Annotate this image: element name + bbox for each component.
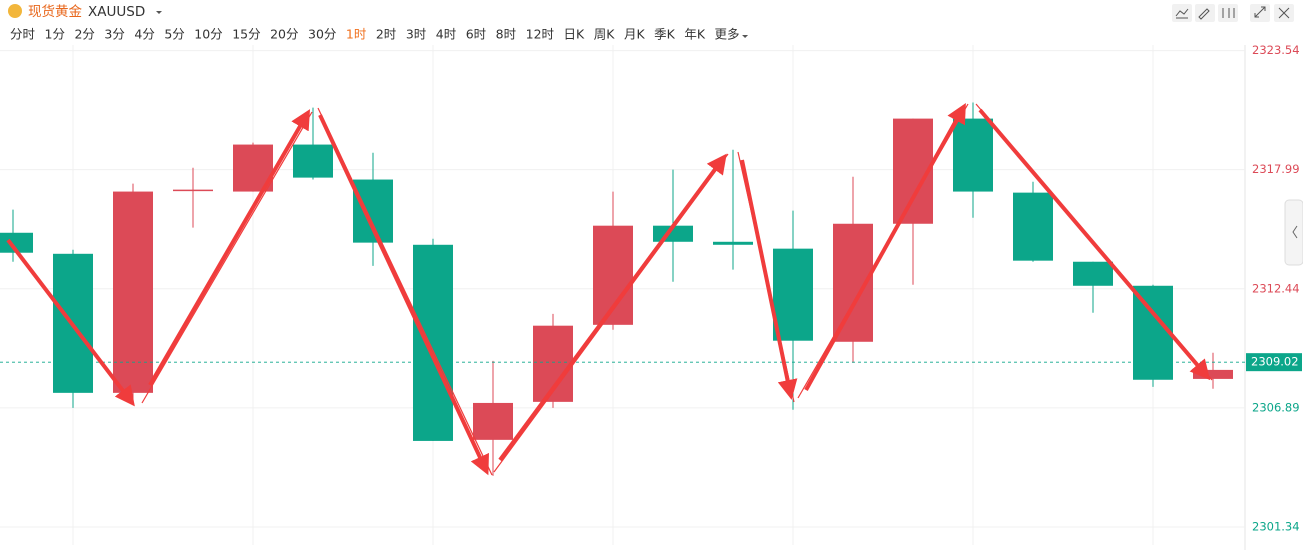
timeframe-tab[interactable]: 4时: [436, 27, 457, 42]
timeframe-tab[interactable]: 8时: [496, 27, 517, 42]
timeframe-tab[interactable]: 季K: [654, 27, 676, 42]
timeframe-tab[interactable]: 1时: [346, 27, 367, 42]
candle-body: [1193, 369, 1233, 379]
more-caret: [742, 35, 749, 38]
timeframe-tab[interactable]: 日K: [564, 27, 586, 42]
plot: 2323.54 2317.99 2312.44 2306.89 2301.34 2309.…: [0, 43, 1302, 545]
timeframe-tab[interactable]: 5分: [164, 27, 184, 42]
candle-body: [713, 241, 753, 245]
y-tick-label: 2323.54: [1252, 43, 1300, 57]
toolbar-icons[interactable]: [1172, 4, 1294, 22]
current-price-label: 2309.02: [1251, 355, 1299, 369]
candle-body: [113, 191, 153, 393]
candle-body: [473, 402, 513, 440]
timeframe-tab[interactable]: 20分: [270, 27, 298, 42]
y-tick-label: 2301.34: [1252, 519, 1300, 533]
candle-body: [1073, 261, 1113, 286]
candle-body: [1133, 285, 1173, 380]
timeframe-tab[interactable]: 月K: [624, 27, 646, 42]
gold-icon: [8, 4, 22, 18]
timeframe-tab[interactable]: 4分: [134, 27, 154, 42]
candle-body: [773, 248, 813, 341]
trend-arrows: [6, 103, 1213, 476]
candle-body: [413, 244, 453, 441]
candle-body: [953, 118, 993, 192]
timeframe-tab[interactable]: 3时: [406, 27, 427, 42]
current-price-box: [1246, 353, 1302, 372]
candle-body: [293, 144, 333, 178]
timeframe-tab[interactable]: 1分: [45, 27, 65, 42]
timeframe-tab[interactable]: 3分: [104, 27, 124, 42]
timeframe-bar: 分时 1分 2分 3分 4分 5分 10分 15分 20分 30分 1时 2时 3时 4时 6时 8时 12时日…: [10, 27, 749, 42]
timeframe-tab[interactable]: 周K: [594, 27, 616, 42]
timeframe-tab[interactable]: 2分: [74, 27, 94, 42]
candle-body: [353, 179, 393, 243]
dropdown-caret[interactable]: [156, 11, 162, 14]
side-toggle[interactable]: [1284, 199, 1303, 266]
title[interactable]: 现货黄金: [28, 3, 82, 20]
candle-body: [173, 189, 213, 192]
timeframe-tab[interactable]: 30分: [308, 27, 336, 42]
timeframe-tab[interactable]: 年K: [684, 27, 706, 42]
candle-body: [1013, 192, 1053, 261]
timeframe-tab[interactable]: 分时: [10, 27, 36, 42]
side-toggle-arrow: [1292, 225, 1298, 239]
y-tick-label: 2317.99: [1252, 162, 1300, 176]
timeframe-tab[interactable]: 10分: [194, 27, 222, 42]
y-tick-label: 2312.44: [1252, 281, 1300, 295]
timeframe-tab[interactable]: 15分: [232, 27, 260, 42]
timeframe-tab[interactable]: 2时: [376, 27, 397, 42]
timeframe-tab[interactable]: 6时: [466, 27, 487, 42]
y-tick-label: 2306.89: [1252, 400, 1300, 414]
symbol[interactable]: XAUUSD: [88, 4, 145, 20]
timeframe-tab[interactable]: 12时: [526, 27, 555, 42]
timeframe-tab[interactable]: 更多: [715, 27, 740, 42]
candle-body: [0, 232, 33, 253]
